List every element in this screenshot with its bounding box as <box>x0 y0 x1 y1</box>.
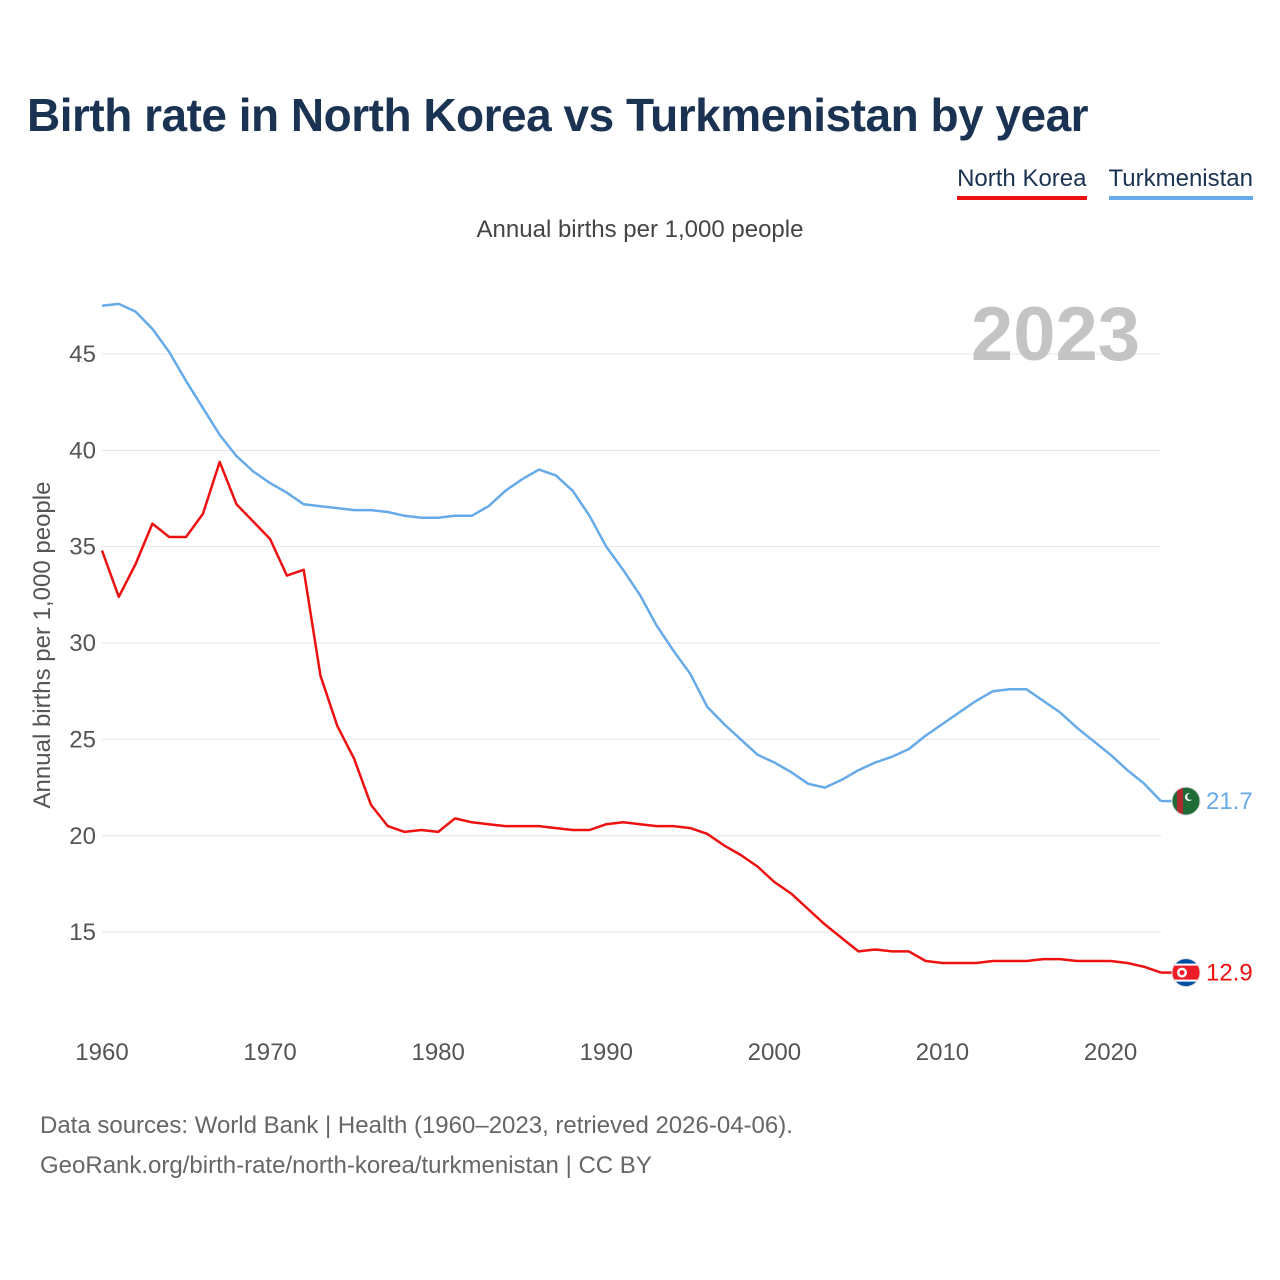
year-watermark: 2023 <box>971 292 1140 377</box>
source-line-2[interactable]: GeoRank.org/birth-rate/north-korea/turkm… <box>40 1152 652 1179</box>
x-tick-label: 2010 <box>916 1039 969 1066</box>
legend-item-north-korea[interactable]: North Korea <box>957 165 1087 200</box>
y-tick-label: 30 <box>69 630 96 657</box>
gridlines <box>102 353 1161 933</box>
x-tick-label: 2000 <box>748 1039 801 1066</box>
x-axis: 1960 1970 1980 1990 2000 2010 2020 <box>75 1039 1137 1066</box>
turkmenistan-flag-icon <box>1171 786 1201 816</box>
chart-subtitle: Annual births per 1,000 people <box>476 216 804 243</box>
x-tick-label: 1990 <box>580 1039 633 1066</box>
north-korea-flag-icon <box>1171 958 1201 988</box>
y-tick-label: 45 <box>69 341 96 368</box>
legend: North Korea Turkmenistan <box>957 165 1253 200</box>
y-tick-label: 15 <box>69 919 96 946</box>
x-tick-label: 2020 <box>1084 1039 1137 1066</box>
y-tick-label: 35 <box>69 534 96 561</box>
y-axis-label: Annual births per 1,000 people <box>29 482 56 809</box>
legend-item-turkmenistan[interactable]: Turkmenistan <box>1108 165 1253 200</box>
source-line-1: Data sources: World Bank | Health (1960–… <box>40 1112 793 1139</box>
y-axis: 15 20 25 30 35 40 45 <box>69 341 96 946</box>
y-tick-label: 20 <box>69 823 96 850</box>
end-value-turkmenistan: 21.7 <box>1206 788 1253 815</box>
series-lines <box>100 302 1162 974</box>
x-tick-label: 1960 <box>75 1039 128 1066</box>
y-tick-label: 40 <box>69 437 96 464</box>
series-line-north-korea <box>100 460 1162 974</box>
series-endpoints: 12.9 21.7 <box>1161 786 1253 988</box>
x-tick-label: 1970 <box>243 1039 296 1066</box>
source-note: Data sources: World Bank | Health (1960–… <box>40 1106 793 1186</box>
y-tick-label: 25 <box>69 726 96 753</box>
end-value-north-korea: 12.9 <box>1206 960 1253 987</box>
series-line-turkmenistan <box>101 302 1162 802</box>
x-tick-label: 1980 <box>411 1039 464 1066</box>
chart-title: Birth rate in North Korea vs Turkmenista… <box>27 89 1089 141</box>
